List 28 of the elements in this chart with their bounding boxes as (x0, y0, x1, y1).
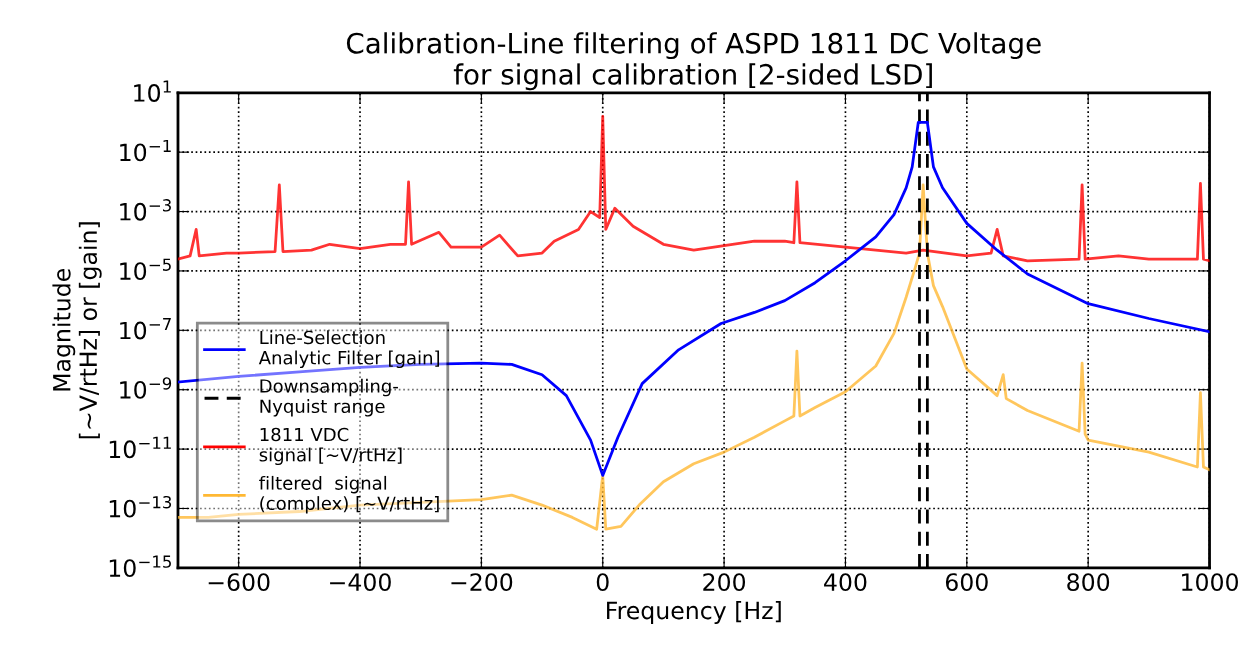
y-tick-label: 10$^{−3}$ (120, 199, 171, 221)
y-tick-label: 10$^{−15}$ (109, 555, 171, 577)
legend-label: Downsampling- Nyquist range (260, 378, 398, 417)
x-axis-title: Frequency [Hz] (607, 601, 781, 624)
y-tick-label: 10$^{−11}$ (109, 436, 171, 459)
legend-label: filtered signal (complex) [~V/rtHz] (259, 475, 439, 514)
line-series (177, 115, 1210, 263)
y-axis-title: Magnitude [~V/rtHz] or [gain] (52, 222, 102, 439)
x-tick-label: 200 (703, 573, 746, 591)
x-tick-label: −400 (330, 573, 391, 591)
line-series (177, 121, 1210, 477)
y-tick-label: 10$^{−5}$ (120, 258, 171, 281)
x-tick-label: 600 (945, 573, 988, 591)
y-tick-label: 10$^{1}$ (134, 80, 171, 102)
x-tick-label: −200 (451, 573, 513, 591)
x-tick-label: 800 (1067, 573, 1110, 591)
x-tick-label: 400 (824, 573, 867, 591)
x-tick-label: −600 (208, 573, 270, 591)
line-series (177, 183, 1210, 531)
y-tick-label: 10$^{−1}$ (120, 139, 171, 162)
y-tick-label: 10$^{−9}$ (120, 377, 172, 399)
x-tick-label: 1000 (1182, 573, 1238, 591)
y-tick-label: 10$^{−7}$ (120, 318, 171, 340)
legend-label: 1811 VDC signal [~V/rtHz] (259, 427, 402, 466)
chart-title: Calibration-Line filtering of ASPD 1811 DC Voltage for signal calibration [2-sided LSD] (346, 32, 1041, 91)
x-tick-label: 0 (596, 573, 609, 591)
legend-label: Line-Selection Analytic Filter [gain] (258, 330, 440, 369)
y-tick-label: 10$^{−13}$ (109, 495, 172, 518)
